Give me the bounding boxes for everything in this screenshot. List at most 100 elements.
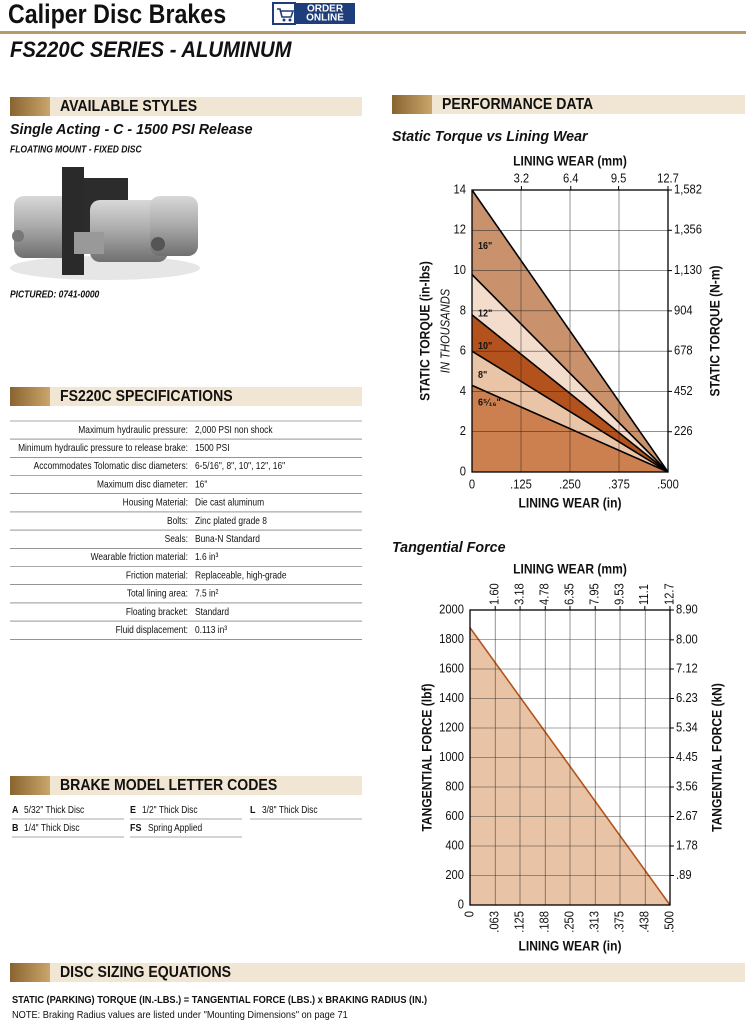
equation-line: STATIC (PARKING) TORQUE (IN.-LBS.) = TAN… — [12, 994, 427, 1006]
y-axis-title: STATIC TORQUE (in-lbs) — [417, 261, 433, 401]
y-tick-label: 1600 — [439, 660, 464, 675]
series-label: 10" — [478, 341, 493, 352]
y-tick-label: 1400 — [439, 690, 464, 705]
y2-tick-label: 6.23 — [676, 690, 698, 705]
y2-tick-label: 1.78 — [676, 837, 698, 852]
y2-tick-label: 904 — [674, 302, 693, 317]
cart-wheel — [282, 18, 286, 22]
section-heading: FS220C SPECIFICATIONS — [60, 388, 233, 405]
spec-value: Replaceable, high-grade — [195, 569, 287, 581]
x-tick-label: 0 — [461, 911, 476, 917]
x-tick-label: .188 — [537, 911, 552, 933]
x-tick-label: .125 — [511, 911, 526, 933]
code-text: 1/4" Thick Disc — [24, 822, 80, 834]
y-tick-label: 14 — [454, 181, 466, 196]
code-text: 3/8" Thick Disc — [262, 804, 318, 816]
y-tick-label: 1000 — [439, 749, 464, 764]
code-letter: L — [250, 804, 256, 816]
series-label: 8" — [478, 370, 488, 381]
x-axis-title: LINING WEAR (in) — [519, 495, 622, 511]
product-photo — [10, 167, 200, 280]
y2-tick-label: 3.56 — [676, 778, 698, 793]
y-tick-label: 12 — [454, 222, 466, 237]
style-mount: FLOATING MOUNT - FIXED DISC — [10, 145, 142, 156]
code-letter: FS — [130, 822, 141, 834]
section-accent — [10, 97, 50, 116]
y2-tick-label: 452 — [674, 383, 693, 398]
spec-value: 1500 PSI — [195, 442, 230, 454]
series-label: 6⁵⁄₁₆" — [478, 397, 501, 408]
photo-caption: PICTURED: 0741-0000 — [10, 290, 100, 301]
code-text: 5/32" Thick Disc — [24, 804, 84, 816]
x2-axis-title: LINING WEAR (mm) — [513, 561, 627, 577]
fitting — [12, 230, 24, 242]
spec-label: Accommodates Tolomatic disc diameters: — [34, 460, 188, 472]
x-tick-label: .375 — [608, 476, 630, 491]
code-letter: A — [12, 804, 19, 816]
y2-tick-label: 226 — [674, 423, 693, 438]
section-bar — [10, 776, 362, 795]
x-tick-label: .250 — [561, 911, 576, 933]
x-tick-label: .313 — [587, 911, 602, 933]
code-text: Spring Applied — [148, 822, 202, 834]
spec-label: Minimum hydraulic pressure to release br… — [18, 442, 188, 454]
equation-line: NOTE: Braking Radius values are listed u… — [12, 1009, 348, 1021]
y-tick-label: 2000 — [439, 601, 464, 616]
spec-value: Die cast aluminum — [195, 497, 264, 509]
x-tick-label: .500 — [657, 476, 679, 491]
y2-tick-label: 5.34 — [676, 719, 698, 734]
x2-tick-label: 11.1 — [636, 584, 651, 605]
x-tick-label: .500 — [661, 911, 676, 933]
y2-tick-label: 7.12 — [676, 660, 698, 675]
y-tick-label: 1800 — [439, 631, 464, 646]
x-tick-label: .125 — [510, 476, 532, 491]
spec-label: Wearable friction material: — [91, 551, 188, 563]
y-tick-label: 4 — [460, 383, 466, 398]
order-badge[interactable] — [272, 2, 355, 25]
spec-value: 1.6 in³ — [195, 551, 219, 563]
y-axis-note: IN THOUSANDS — [437, 288, 452, 373]
spec-value: Buna-N Standard — [195, 533, 260, 545]
y-tick-label: 0 — [460, 463, 466, 478]
fitting — [151, 237, 165, 251]
spec-value: Zinc plated grade 8 — [195, 515, 267, 527]
section-accent — [10, 776, 50, 795]
y-tick-label: 800 — [445, 778, 464, 793]
y2-tick-label: 8.90 — [676, 601, 698, 616]
y-tick-label: 10 — [454, 262, 466, 277]
chart-title: Static Torque vs Lining Wear — [392, 128, 589, 145]
housing — [90, 200, 168, 262]
x2-tick-label: 7.95 — [587, 583, 602, 605]
section-bar — [10, 97, 362, 116]
badge-text: ORDER — [307, 4, 344, 15]
x2-tick-label: 6.4 — [563, 170, 579, 185]
spec-label: Bolts: — [167, 515, 188, 527]
y2-tick-label: 1,130 — [674, 262, 702, 277]
spec-value: 16" — [195, 478, 208, 490]
x2-axis-title: LINING WEAR (mm) — [513, 153, 627, 169]
y2-tick-label: .89 — [676, 867, 692, 882]
plot-border — [471, 189, 669, 473]
x-tick-label: .063 — [487, 911, 502, 933]
x2-tick-label: 6.35 — [561, 583, 576, 605]
spec-label: Friction material: — [126, 569, 188, 581]
series-label: 16" — [478, 241, 493, 252]
spec-label: Maximum hydraulic pressure: — [78, 424, 188, 436]
spec-label: Maximum disc diameter: — [97, 478, 188, 490]
spec-value: Standard — [195, 606, 229, 618]
section-accent — [10, 963, 50, 982]
y-tick-label: 8 — [460, 302, 466, 317]
y2-tick-label: 2.67 — [676, 808, 698, 823]
x2-tick-label: 12.7 — [657, 170, 679, 185]
y2-axis-title: STATIC TORQUE (N-m) — [707, 265, 723, 396]
section-bar — [10, 387, 362, 406]
y-tick-label: 0 — [458, 896, 464, 911]
y-tick-label: 600 — [445, 808, 464, 823]
y2-tick-label: 678 — [674, 343, 693, 358]
section-bar — [392, 95, 745, 114]
y-tick-label: 200 — [445, 867, 464, 882]
section-heading: BRAKE MODEL LETTER CODES — [60, 777, 277, 794]
page-title: Caliper Disc Brakes — [8, 0, 226, 29]
chart-title: Tangential Force — [392, 539, 505, 556]
